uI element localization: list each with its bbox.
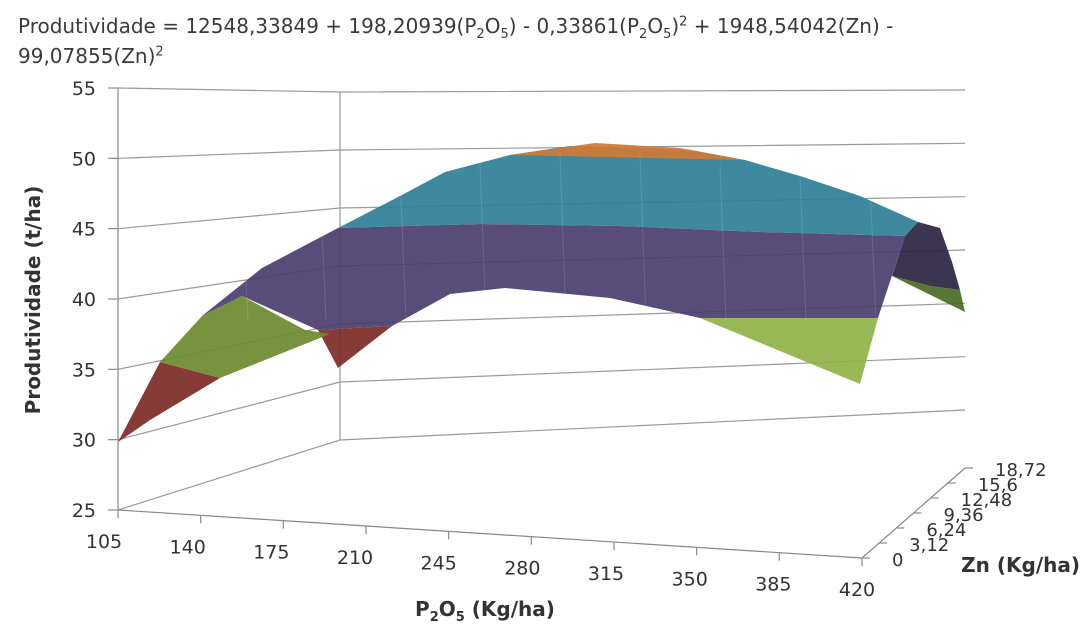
surface-band-green-left	[160, 296, 330, 378]
chart-title-line-2: 99,07855(Zn)2	[18, 44, 164, 68]
surface-band-orange-top	[510, 143, 745, 160]
y-axis-title: Zn (Kg/ha)	[961, 553, 1080, 577]
surface-band-red-left	[118, 362, 220, 442]
x-tick-label: 420	[839, 579, 875, 601]
x-tick-label: 245	[421, 552, 457, 574]
surface-mesh-line	[399, 173, 407, 321]
x-tick-label: 350	[672, 568, 708, 590]
chart-title-line-1: Produtividade = 12548,33849 + 198,20939(…	[18, 14, 894, 42]
y-tick-label: 12,48	[961, 490, 1013, 511]
z-tick-label: 45	[72, 219, 96, 241]
z-tick-label: 55	[72, 78, 96, 100]
z-tick-label: 30	[72, 430, 96, 452]
y-tick-label: 6,24	[926, 520, 966, 541]
y-tick-label: 9,36	[944, 505, 984, 526]
x-tick-label: 105	[86, 531, 122, 553]
surface-mesh-line	[719, 164, 727, 321]
x-tick-label: 385	[755, 574, 791, 596]
surface-mesh-line	[799, 174, 807, 321]
surface-mesh-line	[241, 192, 249, 321]
z-tick-label: 25	[72, 500, 96, 522]
z-tick-label: 40	[72, 289, 96, 311]
surface-side-dark-right	[892, 222, 960, 290]
surface-band-red-mid	[318, 326, 392, 368]
x-tick-label: 140	[170, 536, 206, 558]
y-tick-label: 0	[892, 550, 903, 571]
surface-band-green-right	[700, 318, 878, 384]
x-tick-label: 175	[253, 542, 289, 564]
axis-labels: 25 30 35 40 45 50 55 105 140 175 210 245 280 315 350 38…	[21, 78, 1080, 625]
surface-mesh-line	[869, 182, 877, 321]
y-tick-label: 18,72	[995, 460, 1047, 481]
surface	[118, 143, 965, 442]
z-tick-label: 50	[72, 148, 96, 170]
gridline-z-25	[117, 409, 966, 511]
surface-band-teal	[262, 146, 918, 268]
surface-mesh-line	[639, 155, 647, 321]
surface-band-purple	[202, 224, 905, 330]
gridline-z-55	[117, 87, 966, 93]
x-axis-line	[117, 509, 863, 559]
y-tick-label: 3,12	[909, 535, 949, 556]
x-axis-title: P2O5 (Kg/ha)	[415, 597, 555, 625]
x-tick-label: 315	[588, 563, 624, 585]
surface-mesh-line	[319, 182, 327, 321]
x-tick-label: 210	[337, 547, 373, 569]
y-tick-label: 15,6	[978, 475, 1018, 496]
surface-mesh-line	[479, 163, 487, 321]
z-axis-title: Produtividade (t/ha)	[21, 186, 45, 415]
z-tick-label: 35	[72, 359, 96, 381]
x-tick-label: 280	[504, 558, 540, 580]
surface-mesh-line	[559, 154, 567, 321]
surface-side-green-right	[892, 276, 965, 312]
